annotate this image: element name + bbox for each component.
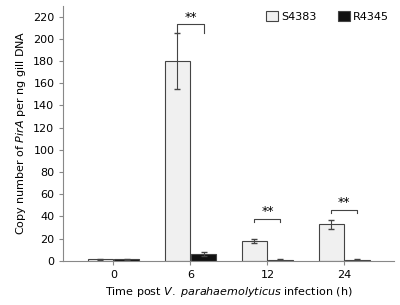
Bar [242, 241, 267, 261]
Text: **: ** [338, 196, 351, 209]
Text: **: ** [184, 11, 197, 24]
Bar [319, 224, 344, 261]
Bar [191, 254, 216, 261]
Legend: S4383, R4345: S4383, R4345 [266, 11, 389, 22]
Bar [268, 260, 293, 261]
Bar [165, 61, 190, 261]
Text: **: ** [261, 205, 274, 218]
Y-axis label: Copy number of $\mathit{PirA}$ per ng gill DNA: Copy number of $\mathit{PirA}$ per ng gi… [14, 31, 28, 235]
Bar [114, 259, 139, 261]
Bar [345, 260, 370, 261]
Bar [88, 259, 113, 261]
X-axis label: Time post $\mathit{V.~parahaemolyticus}$ infection (h): Time post $\mathit{V.~parahaemolyticus}$… [105, 285, 353, 300]
